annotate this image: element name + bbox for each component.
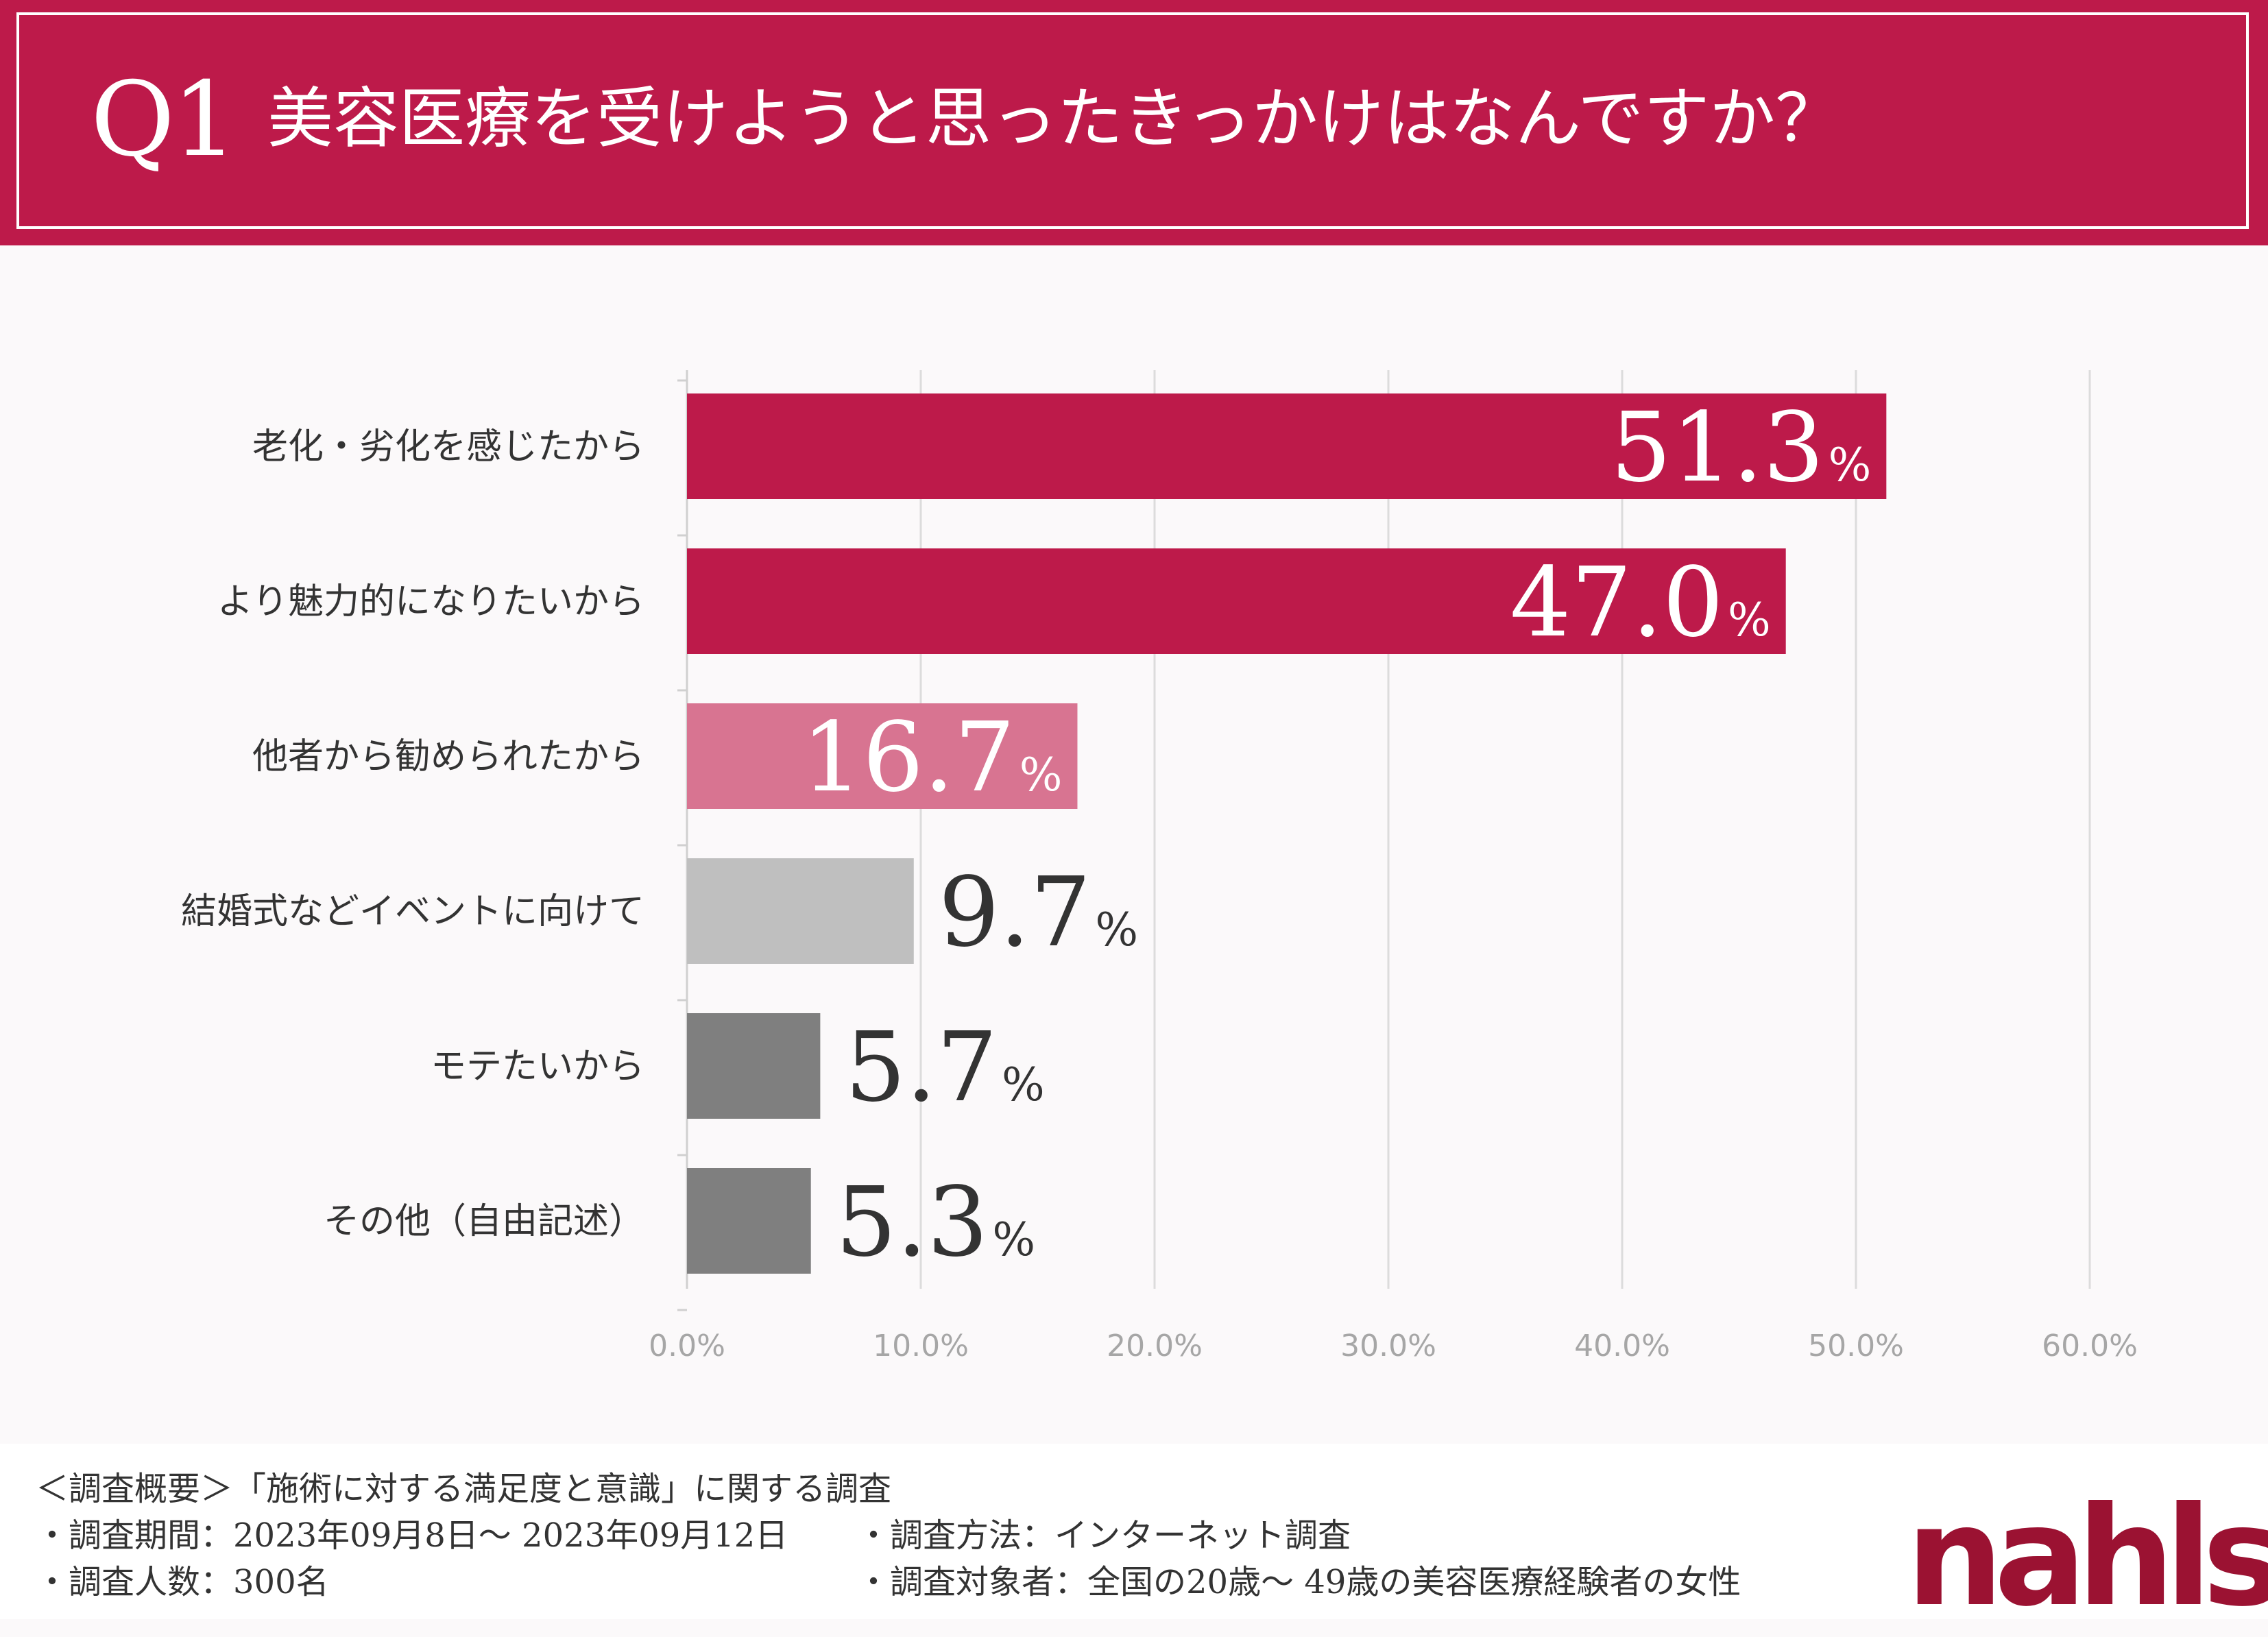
value-label: 16.7% <box>801 702 1062 814</box>
category-label: モテたいから <box>431 1046 644 1087</box>
category-label: 他者から勧められたから <box>252 736 644 777</box>
survey-footer <box>0 1444 2268 1619</box>
value-number: 51.3 <box>1610 392 1824 504</box>
x-tick-label: 50.0% <box>1808 1329 1904 1363</box>
header-frame <box>16 12 2249 229</box>
bar <box>687 858 914 964</box>
value-label: 9.7% <box>939 857 1138 969</box>
survey-period: ・調査期間：2023年09月8日〜 2023年09月12日 <box>36 1516 788 1555</box>
bar-chart: 0.0% 10.0% 20.0% 30.0% 40.0% 50.0% 60.0% 老化・劣化を… <box>181 370 2138 1363</box>
survey-target: ・調査対象者：全国の20歳〜 49歳の美容医療経験者の女性 <box>857 1563 1741 1601</box>
value-unit: % <box>1095 904 1138 956</box>
survey-method: ・調査方法：インターネット調査 <box>857 1516 1351 1555</box>
value-number: 9.7 <box>939 857 1091 969</box>
value-unit: % <box>1002 1058 1045 1111</box>
nahls-logo: nahls <box>1906 1477 2268 1637</box>
category-label: 老化・劣化を感じたから <box>252 426 644 468</box>
x-tick-label: 10.0% <box>873 1329 969 1363</box>
bar <box>687 703 1078 809</box>
question-title: 美容医療を受けようと思ったきっかけはなんですか？ <box>267 80 1842 157</box>
value-number: 5.7 <box>845 1012 998 1124</box>
value-unit: % <box>992 1213 1035 1266</box>
survey-count: ・調査人数：300名 <box>36 1563 329 1601</box>
value-number: 47.0 <box>1510 547 1724 659</box>
x-tick-label: 0.0% <box>649 1329 725 1363</box>
x-tick-label: 40.0% <box>1574 1329 1670 1363</box>
value-unit: % <box>1728 594 1771 646</box>
x-tick-label: 30.0% <box>1340 1329 1436 1363</box>
bar <box>687 1013 821 1119</box>
x-tick-label: 60.0% <box>2042 1329 2138 1363</box>
bar <box>687 1168 811 1274</box>
value-number: 5.3 <box>836 1167 989 1278</box>
category-label: より魅力的になりたいから <box>217 581 644 622</box>
x-tick-label: 20.0% <box>1107 1329 1203 1363</box>
value-label: 51.3% <box>1610 392 1871 504</box>
value-label: 5.3% <box>836 1167 1035 1278</box>
question-number: Q1 <box>91 60 237 180</box>
value-unit: % <box>1020 749 1063 801</box>
bar <box>687 548 1786 654</box>
category-label: その他（自由記述） <box>324 1201 644 1242</box>
survey-summary: ＜調査概要＞「施術に対する満足度と意識」に関する調査 <box>36 1470 892 1508</box>
value-label: 47.0% <box>1510 547 1770 659</box>
category-label: 結婚式などイベントに向けて <box>181 891 644 932</box>
bar <box>687 393 1887 499</box>
value-label: 5.7% <box>845 1012 1044 1124</box>
header-banner: Q1 美容医療を受けようと思ったきっかけはなんですか？ <box>0 0 2268 245</box>
value-number: 16.7 <box>801 702 1015 814</box>
value-unit: % <box>1829 439 1872 492</box>
